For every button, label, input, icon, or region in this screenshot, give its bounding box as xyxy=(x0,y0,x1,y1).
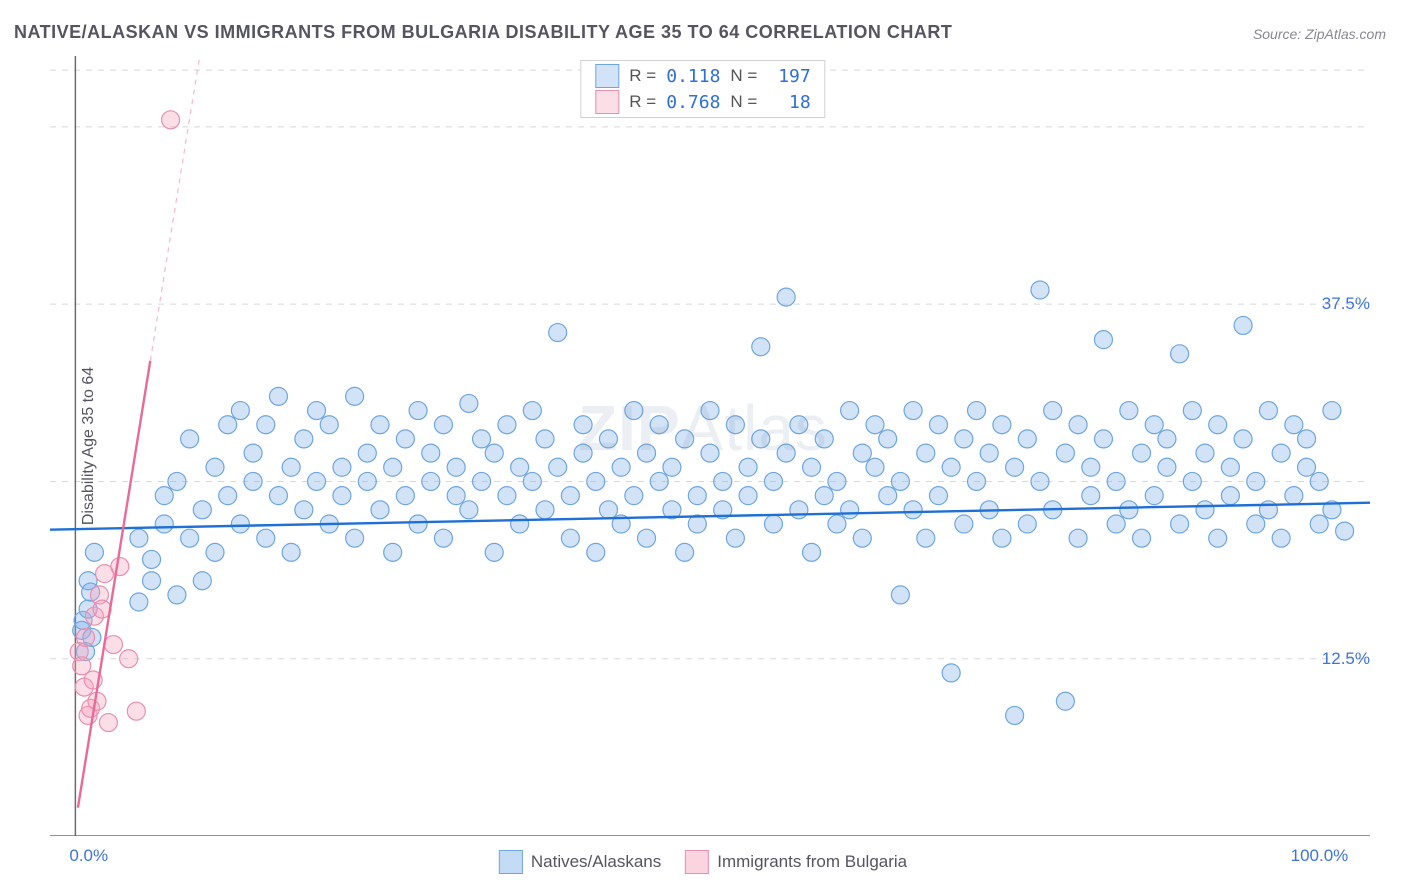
series-legend-label: Immigrants from Bulgaria xyxy=(717,852,907,872)
series-legend-item: Natives/Alaskans xyxy=(499,850,661,874)
legend-swatch xyxy=(595,90,619,114)
series-legend-label: Natives/Alaskans xyxy=(531,852,661,872)
y-tick-label: 12.5% xyxy=(1322,649,1370,669)
scatter-plot xyxy=(50,56,1370,836)
chart-container: NATIVE/ALASKAN VS IMMIGRANTS FROM BULGAR… xyxy=(0,0,1406,892)
correlation-legend-row: R = 0.118 N = 197 xyxy=(581,63,824,89)
legend-n-value: 197 xyxy=(767,66,810,87)
series-legend: Natives/Alaskans Immigrants from Bulgaria xyxy=(499,850,907,874)
legend-r-label: R = xyxy=(629,92,656,112)
legend-swatch xyxy=(685,850,709,874)
legend-r-value: 0.118 xyxy=(666,66,720,87)
legend-n-value: 18 xyxy=(767,92,810,113)
legend-n-label: N = xyxy=(730,66,757,86)
legend-r-label: R = xyxy=(629,66,656,86)
chart-title: NATIVE/ALASKAN VS IMMIGRANTS FROM BULGAR… xyxy=(14,22,952,43)
y-tick-label: 37.5% xyxy=(1322,294,1370,314)
correlation-legend: R = 0.118 N = 197R = 0.768 N = 18 xyxy=(580,60,825,118)
legend-swatch xyxy=(595,64,619,88)
series-legend-item: Immigrants from Bulgaria xyxy=(685,850,907,874)
correlation-legend-row: R = 0.768 N = 18 xyxy=(581,89,824,115)
legend-n-label: N = xyxy=(730,92,757,112)
source-attribution: Source: ZipAtlas.com xyxy=(1253,26,1386,42)
legend-swatch xyxy=(499,850,523,874)
x-tick-label: 0.0% xyxy=(69,846,108,866)
legend-r-value: 0.768 xyxy=(666,92,720,113)
x-tick-label: 100.0% xyxy=(1291,846,1349,866)
